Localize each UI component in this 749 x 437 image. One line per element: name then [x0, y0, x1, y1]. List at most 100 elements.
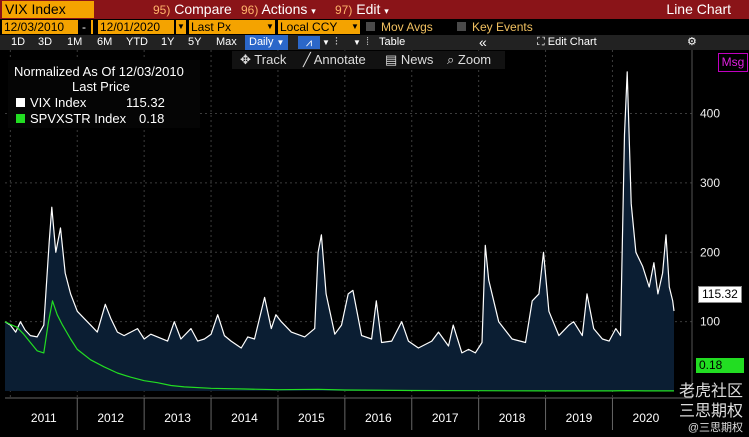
range-1y[interactable]: 1Y: [161, 36, 175, 48]
news-icon: ▤: [385, 52, 398, 67]
key-events-checkbox[interactable]: [457, 22, 466, 31]
date-separator: -: [82, 20, 86, 34]
legend-header-normalized: Normalized As Of 12/03/2010: [14, 64, 184, 79]
field-dropdown-icon[interactable]: ▼: [265, 20, 275, 34]
range-5y[interactable]: 5Y: [188, 36, 202, 48]
edit-label: Edit: [356, 1, 381, 17]
msg-button[interactable]: Msg: [718, 53, 748, 72]
series-line-1: [4, 300, 674, 392]
gear-icon[interactable]: ⚙: [687, 36, 697, 48]
frequency-label: Daily: [249, 36, 274, 48]
zoom-button[interactable]: ⌕ Zoom: [447, 51, 491, 69]
track-label: Track: [254, 52, 287, 67]
x-tick-label-2015: 2015: [298, 411, 325, 425]
collapse-icon[interactable]: «: [479, 34, 487, 50]
range-1m[interactable]: 1M: [67, 36, 83, 48]
currency-selector[interactable]: Local CCY: [278, 20, 350, 34]
watermark-line-3: @三思期权: [687, 422, 743, 434]
edit-chart-label: Edit Chart: [547, 36, 597, 48]
annotate-button[interactable]: ╱ Annotate: [303, 51, 366, 69]
zoom-icon: ⌕: [447, 52, 455, 67]
edit-shortcut: 97): [335, 3, 353, 17]
x-tick-label-2018: 2018: [499, 411, 526, 425]
news-button[interactable]: ▤ News: [385, 51, 433, 69]
actions-menu[interactable]: 96) Actions ▾: [241, 1, 316, 18]
series-lines: [4, 71, 675, 392]
currency-dropdown-icon[interactable]: ▼: [350, 20, 360, 34]
track-button[interactable]: ✥ Track: [240, 51, 286, 69]
zoom-label: Zoom: [457, 52, 492, 67]
spvxstr-last-value-tag: 0.18: [696, 358, 744, 373]
end-date-field[interactable]: 12/01/2020: [98, 20, 174, 34]
annotate-label: Annotate: [313, 52, 366, 67]
mov-avgs-checkbox[interactable]: [366, 22, 375, 31]
actions-shortcut: 96): [241, 3, 259, 17]
watermark: 老虎社区 三思期权 @三思期权: [679, 382, 743, 435]
watermark-line-1: 老虎社区: [678, 383, 743, 400]
x-tick-label-2019: 2019: [566, 411, 593, 425]
spvxstr-legend-swatch: [16, 114, 25, 123]
vix-legend-swatch: [16, 98, 25, 107]
range-max[interactable]: Max: [216, 36, 237, 48]
range-1d[interactable]: 1D: [11, 36, 26, 48]
key-events-label: Key Events: [472, 20, 533, 34]
y-tick-label-100: 100: [700, 315, 720, 329]
x-tick-label-2016: 2016: [365, 411, 392, 425]
range-3d[interactable]: 3D: [38, 36, 53, 48]
edit-chart-button[interactable]: ⛶ Edit Chart: [537, 35, 597, 50]
y-axis-ticks: 100 200 300 400: [700, 107, 720, 329]
title-bar: [0, 0, 749, 19]
chart-toolbar: [232, 51, 505, 69]
legend-panel: [8, 60, 200, 128]
series-line-0: [4, 71, 675, 354]
compare-shortcut: 95): [153, 3, 171, 17]
compare-label: Compare: [174, 1, 232, 17]
edit-chart-icon: ⛶: [537, 36, 545, 48]
end-date-dropdown-icon[interactable]: ▼: [176, 20, 186, 34]
spvxstr-legend-label: SPVXSTR Index: [30, 111, 127, 126]
x-tick-label-2017: 2017: [432, 411, 459, 425]
edit-menu[interactable]: 97) Edit ▾: [335, 1, 389, 18]
y-tick-label-200: 200: [700, 245, 720, 259]
vix-legend-value: 115.32: [126, 95, 165, 110]
y-tick-label-300: 300: [700, 176, 720, 190]
range-ytd[interactable]: YTD: [126, 36, 148, 48]
legend-header-last-price: Last Price: [72, 79, 130, 94]
x-tick-label-2020: 2020: [633, 411, 660, 425]
table-icon: ⁞: [366, 36, 370, 48]
line-style-dropdown-icon[interactable]: ▼: [322, 38, 330, 47]
frequency-selector[interactable]: Daily ▼: [245, 35, 289, 50]
line-style-icon[interactable]: ⩘: [298, 36, 320, 49]
date-divider: [91, 20, 93, 34]
x-tick-label-2011: 2011: [31, 411, 57, 425]
y-tick-label-400: 400: [700, 107, 720, 121]
x-tick-label-2014: 2014: [231, 411, 258, 425]
compare-menu[interactable]: 95) Compare: [153, 1, 232, 18]
compare-bars-dropdown-icon[interactable]: ▼: [353, 38, 361, 47]
range-bar: [0, 35, 749, 50]
track-icon: ✥: [240, 52, 251, 67]
start-date-field[interactable]: 12/03/2010: [2, 20, 78, 34]
chart-type-label: Line Chart: [666, 1, 731, 17]
news-label: News: [400, 52, 434, 67]
vix-last-value-tag: 115.32: [698, 286, 742, 303]
spvxstr-legend-value: 0.18: [139, 111, 165, 126]
edit-chevron-icon: ▾: [384, 6, 389, 16]
mov-avgs-label: Mov Avgs: [381, 20, 433, 34]
range-6m[interactable]: 6M: [97, 36, 113, 48]
annotate-icon: ╱: [303, 52, 311, 67]
area-fills: [5, 71, 674, 392]
actions-label: Actions: [261, 1, 308, 17]
watermark-line-2: 三思期权: [678, 403, 743, 420]
compare-bars-icon[interactable]: ⫶: [335, 36, 338, 48]
actions-chevron-icon: ▾: [311, 6, 316, 16]
ticker-input[interactable]: VIX Index: [2, 1, 94, 18]
field-selector[interactable]: Last Px: [189, 20, 269, 34]
vix-legend-label: VIX Index: [30, 95, 87, 110]
table-button[interactable]: Table: [379, 36, 406, 48]
frequency-dropdown-icon: ▼: [276, 38, 285, 47]
x-tick-label-2013: 2013: [164, 411, 191, 425]
x-axis-ticks: 2011 2012 2013 2014 2015 2016 2017 2018 2019 2020: [31, 398, 660, 430]
x-tick-label-2012: 2012: [97, 411, 124, 425]
